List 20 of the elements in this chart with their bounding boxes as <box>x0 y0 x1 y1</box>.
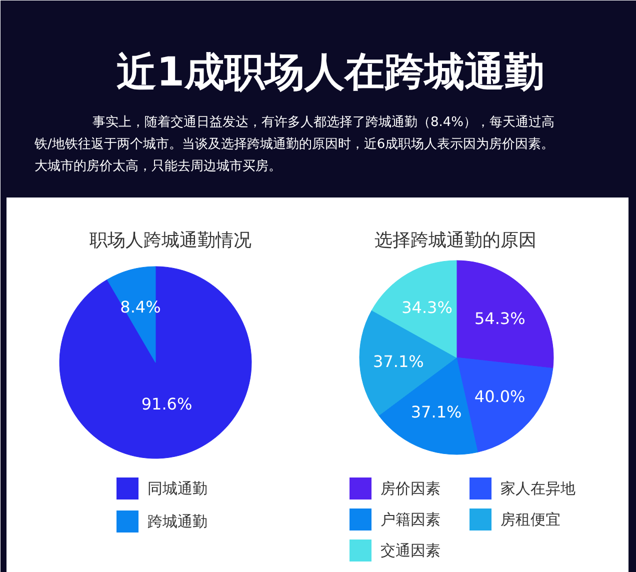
legend-label: 跨城通勤 <box>148 512 208 530</box>
chart-title: 选择跨城通勤的原因 <box>374 230 536 251</box>
data-label: 34.3% <box>402 298 452 317</box>
legend-label: 交通因素 <box>380 542 440 560</box>
text: 事实上，随着交通日益发达，有许多人都选择了跨城通勤（8.4%），每天通过高 <box>92 114 555 130</box>
legend-label: 家人在异地 <box>500 480 576 498</box>
legend-label: 房租便宜 <box>500 510 560 528</box>
data-label: 37.1% <box>410 402 462 422</box>
legend-label: 户籍因素 <box>380 510 440 528</box>
text: 近1成职场人在跨城通勤 <box>116 50 544 96</box>
legend-label: 房价因素 <box>380 480 440 498</box>
chart-title: 职场人跨城通勤情况 <box>90 230 252 251</box>
data-label: 8.4% <box>120 297 161 316</box>
data-label: 37.1% <box>373 352 424 371</box>
data-label: 40.0% <box>474 386 526 406</box>
text: 大城市的房价太高，只能去周边城市买房。 <box>34 158 282 174</box>
legend-label: 同城通勤 <box>148 480 208 498</box>
data-label: 54.3% <box>474 309 526 328</box>
data-label: 91.6% <box>141 394 192 414</box>
text: 铁/地铁往返于两个城市。当谈及选择跨城通勤的原因时，近6成职场人表示因为房价因素。 <box>34 136 554 152</box>
